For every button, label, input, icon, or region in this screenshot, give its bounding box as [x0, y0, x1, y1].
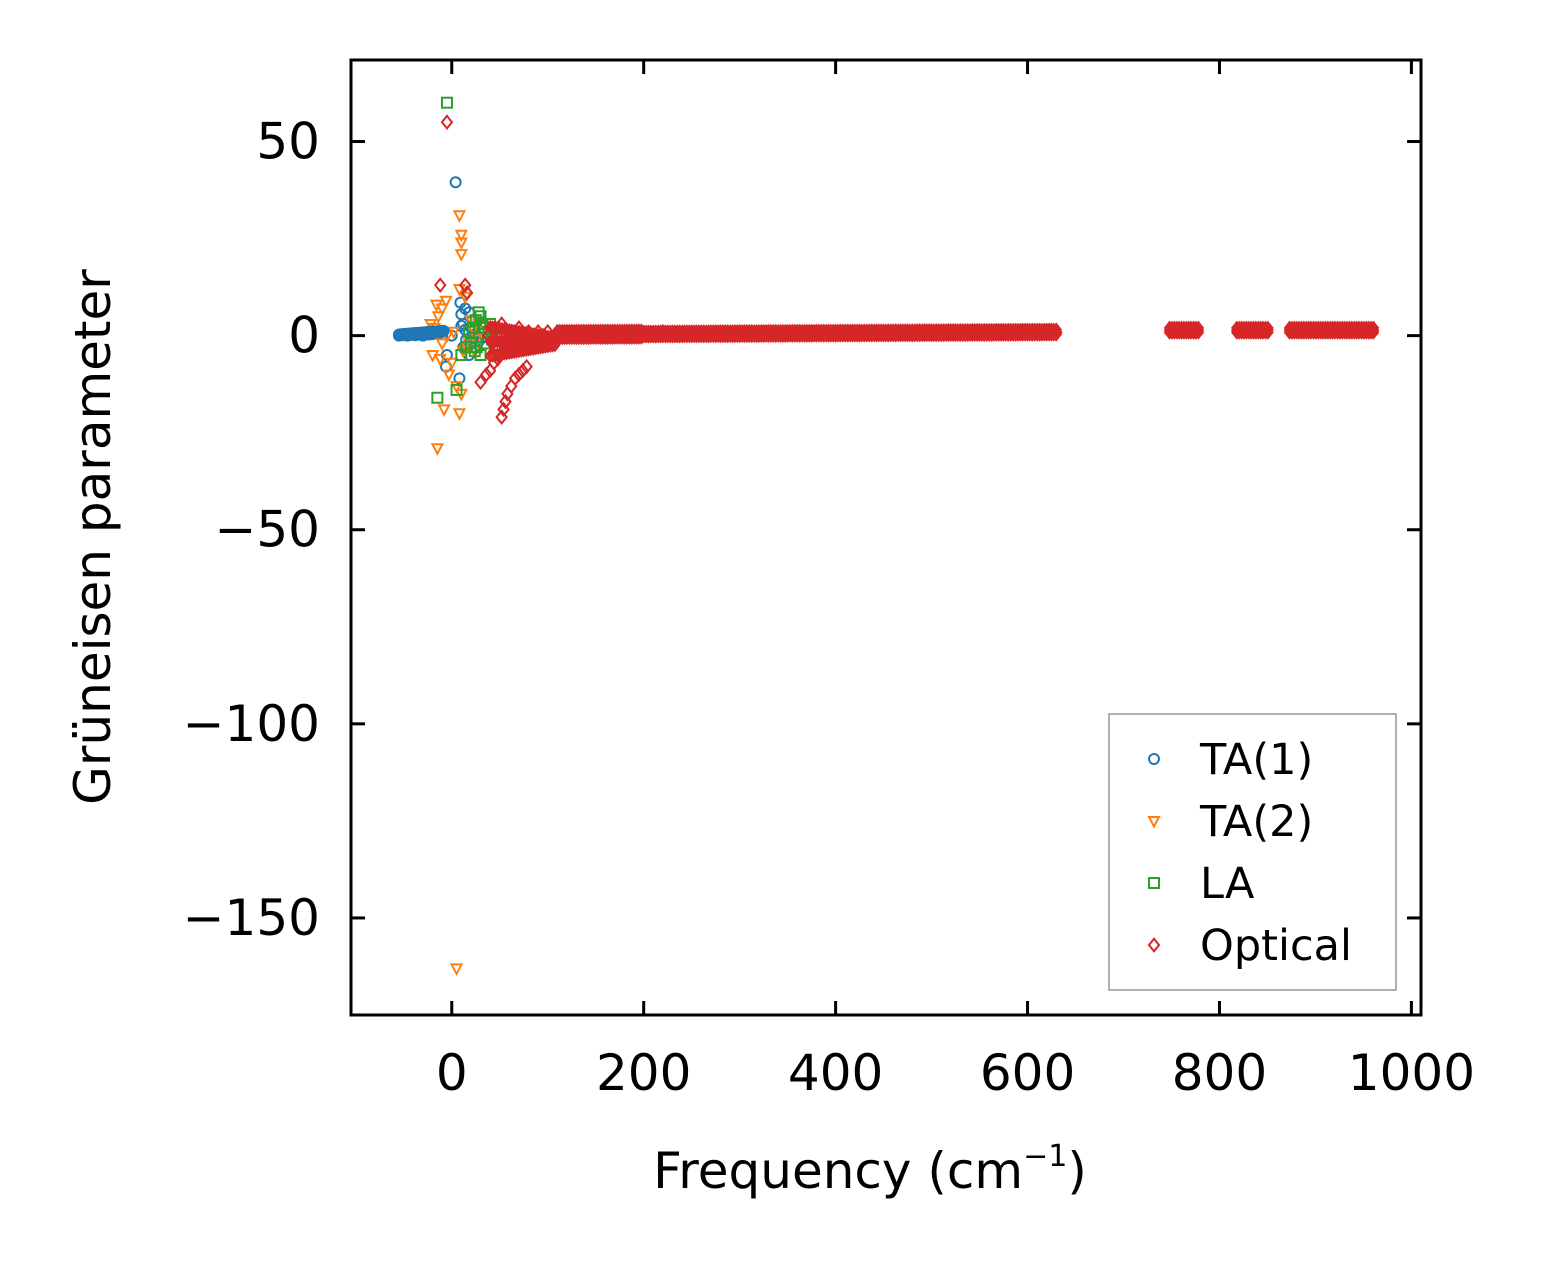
legend-label: LA: [1200, 859, 1255, 909]
data-point: [463, 325, 476, 338]
data-point: [435, 303, 449, 317]
plot-frame: [349, 58, 1423, 1017]
data-point: [440, 96, 453, 109]
data-point: [430, 443, 445, 456]
data-point: [516, 362, 530, 379]
legend-label: TA(2): [1199, 797, 1313, 847]
data-point: [429, 299, 444, 313]
optical-dense-band: [484, 319, 1380, 364]
legend-marker: [1148, 753, 1160, 765]
data-point: [1262, 322, 1274, 338]
data-point: [433, 353, 447, 367]
data-point: [431, 311, 445, 324]
data-point: [449, 176, 462, 189]
data-point: [1367, 322, 1380, 338]
data-point: [520, 358, 533, 375]
data-point: [437, 324, 450, 337]
data-point: [437, 404, 451, 418]
data-point: [433, 277, 447, 294]
y-tick-label: −50: [214, 501, 320, 559]
x-axis-label: Frequency (cm−1): [653, 1139, 1087, 1200]
data-point: [472, 306, 485, 319]
data-point: [474, 374, 487, 391]
data-point: [470, 334, 484, 348]
tick-layer: 0 200 400 600 800 1000 50 0 −50 −100 −150: [183, 60, 1475, 1102]
data-point: [1367, 320, 1380, 336]
legend-marker: [1147, 937, 1161, 953]
y-tick-label: −150: [183, 889, 320, 947]
x-tick-label: 0: [436, 1044, 468, 1102]
data-point: [423, 318, 438, 332]
y-tick-label: −100: [183, 695, 320, 753]
data-point: [1192, 322, 1205, 338]
data-point: [454, 229, 469, 243]
x-axis-label-superscript: −1: [1023, 1139, 1067, 1174]
data-point: [512, 366, 526, 383]
data-point: [453, 372, 466, 385]
legend-entry: TA(1): [1148, 735, 1313, 785]
legend-entry: TA(2): [1147, 797, 1313, 847]
legend-label: Optical: [1200, 921, 1352, 971]
data-point: [480, 366, 493, 383]
data-point: [435, 338, 449, 352]
data-point: [440, 114, 454, 130]
legend-marker: [1147, 816, 1161, 829]
data-point: [1262, 320, 1274, 336]
legend-entry: Optical: [1147, 921, 1352, 971]
data-point: [439, 295, 453, 309]
data-point: [1050, 324, 1063, 340]
legend-entries: TA(1) TA(2) LA Optical: [1147, 735, 1352, 971]
y-axis-label: Grüneisen parameter: [64, 269, 122, 805]
data-point: [508, 370, 522, 387]
series-layer: [392, 96, 1380, 977]
data-point: [470, 341, 483, 354]
data-point: [1050, 322, 1063, 337]
data-point: [452, 210, 467, 223]
legend-entry: LA: [1148, 859, 1255, 909]
data-point: [458, 277, 472, 294]
data-point: [431, 391, 444, 404]
x-tick-label: 600: [980, 1044, 1075, 1102]
data-point: [445, 357, 459, 371]
data-point: [452, 408, 467, 421]
x-tick-label: 200: [596, 1044, 691, 1102]
x-tick-label: 400: [788, 1044, 883, 1102]
data-point: [460, 285, 474, 301]
legend-box: [1108, 713, 1397, 991]
data-point: [447, 326, 461, 340]
x-tick-label: 1000: [1348, 1044, 1475, 1102]
data-point: [449, 963, 464, 977]
legend-marker: [1148, 877, 1160, 889]
legend-label: TA(1): [1199, 735, 1313, 785]
y-tick-label: 0: [288, 307, 320, 365]
legend: TA(1) TA(2) LA Optical: [1108, 713, 1397, 991]
ta1-dense-cluster: [392, 324, 450, 341]
data-point: [449, 381, 464, 394]
data-point: [425, 350, 440, 363]
data-point: [1192, 320, 1205, 336]
x-tick-label: 800: [1172, 1044, 1267, 1102]
data-point: [442, 369, 456, 383]
data-point: [474, 310, 487, 323]
y-tick-label: 50: [256, 113, 320, 171]
data-point: [450, 383, 463, 396]
